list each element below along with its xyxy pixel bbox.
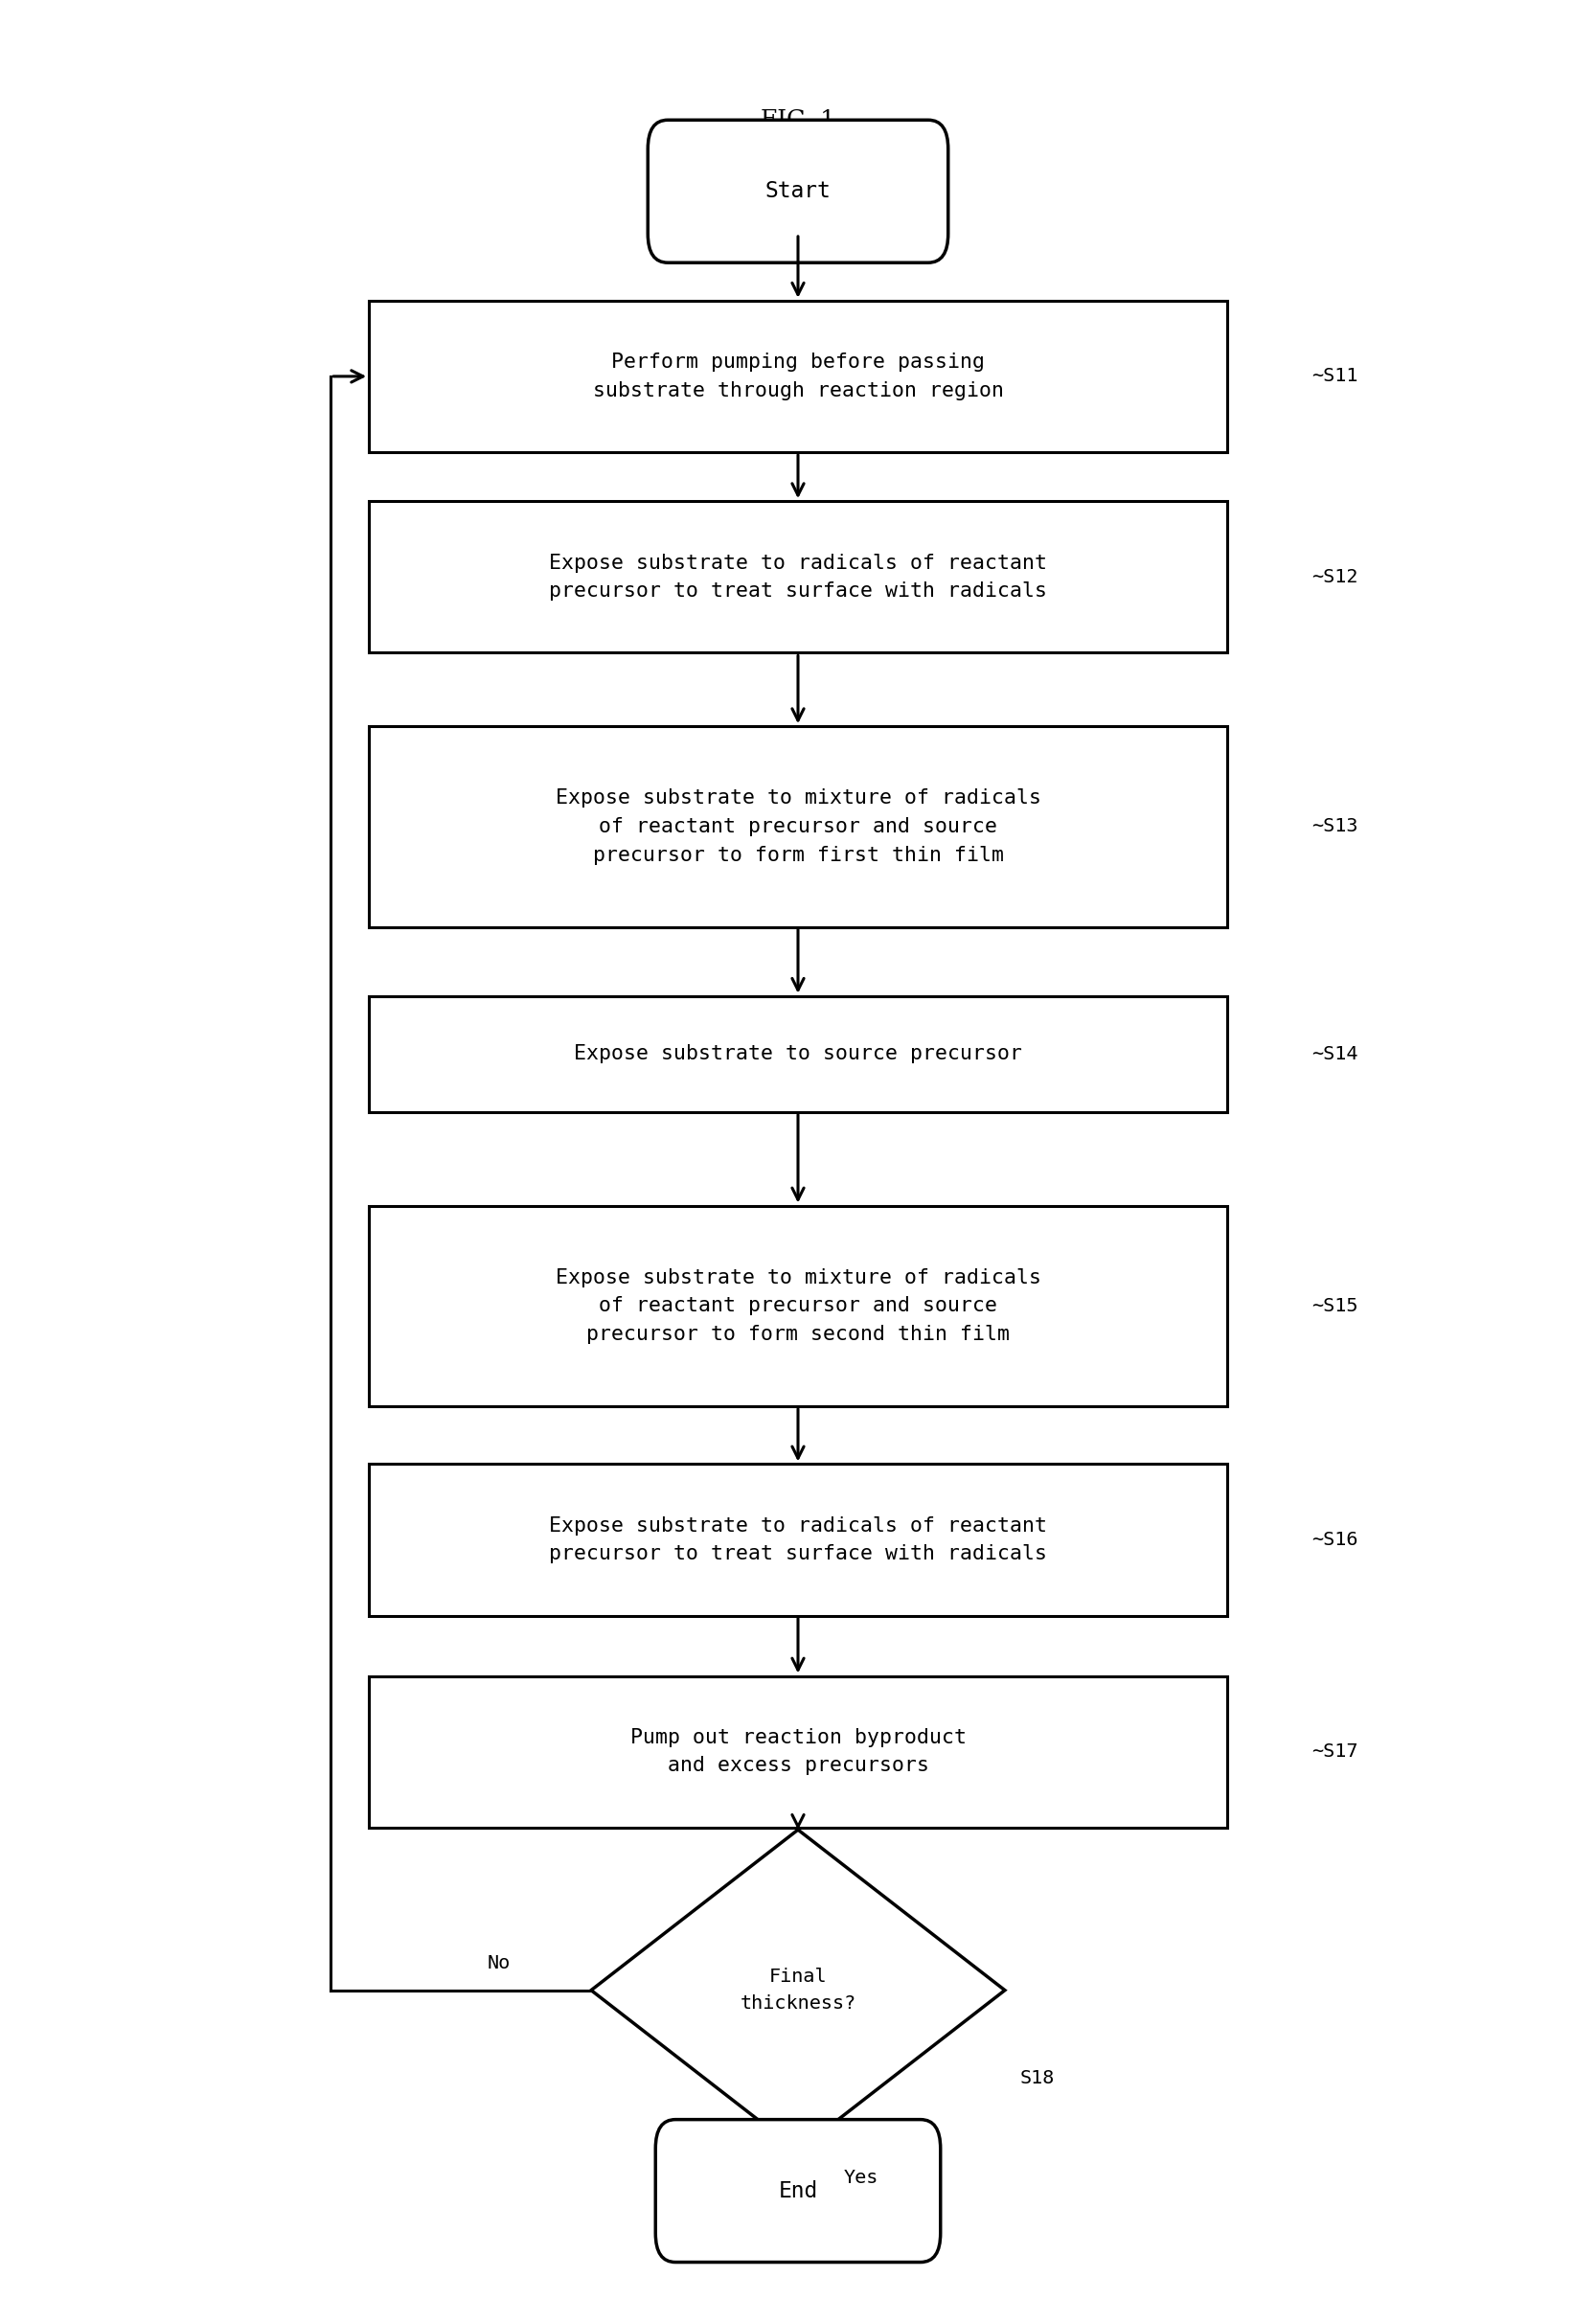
FancyBboxPatch shape [648, 121, 948, 262]
FancyBboxPatch shape [369, 996, 1227, 1112]
FancyBboxPatch shape [369, 1465, 1227, 1616]
Text: ∼S17: ∼S17 [1312, 1742, 1358, 1760]
Text: ∼S14: ∼S14 [1312, 1045, 1358, 1063]
Text: End: End [779, 2180, 817, 2201]
Text: ∼S16: ∼S16 [1312, 1530, 1358, 1549]
Text: Pump out reaction byproduct
and excess precursors: Pump out reaction byproduct and excess p… [630, 1728, 966, 1776]
Text: ∼S15: ∼S15 [1312, 1296, 1358, 1314]
Text: Final
thickness?: Final thickness? [741, 1967, 855, 2013]
FancyBboxPatch shape [656, 2120, 940, 2262]
Polygon shape [591, 1830, 1005, 2150]
Text: Expose substrate to mixture of radicals
of reactant precursor and source
precurs: Expose substrate to mixture of radicals … [555, 789, 1041, 864]
FancyBboxPatch shape [369, 1676, 1227, 1827]
FancyBboxPatch shape [369, 1205, 1227, 1407]
FancyBboxPatch shape [369, 727, 1227, 926]
Text: Yes: Yes [844, 2169, 879, 2187]
Text: ∼S12: ∼S12 [1312, 569, 1358, 585]
Text: S18: S18 [1020, 2069, 1055, 2087]
Text: Perform pumping before passing
substrate through reaction region: Perform pumping before passing substrate… [592, 353, 1004, 399]
FancyBboxPatch shape [369, 502, 1227, 652]
Text: Start: Start [764, 181, 832, 202]
Text: Expose substrate to mixture of radicals
of reactant precursor and source
precurs: Expose substrate to mixture of radicals … [555, 1268, 1041, 1344]
Text: Expose substrate to radicals of reactant
precursor to treat surface with radical: Expose substrate to radicals of reactant… [549, 1516, 1047, 1563]
Text: ∼S11: ∼S11 [1312, 367, 1358, 385]
Text: No: No [488, 1955, 511, 1974]
Text: Expose substrate to source precursor: Expose substrate to source precursor [575, 1045, 1021, 1063]
FancyBboxPatch shape [369, 300, 1227, 453]
Text: FIG. 1: FIG. 1 [761, 109, 835, 130]
Text: ∼S13: ∼S13 [1312, 817, 1358, 836]
Text: Expose substrate to radicals of reactant
precursor to treat surface with radical: Expose substrate to radicals of reactant… [549, 553, 1047, 601]
